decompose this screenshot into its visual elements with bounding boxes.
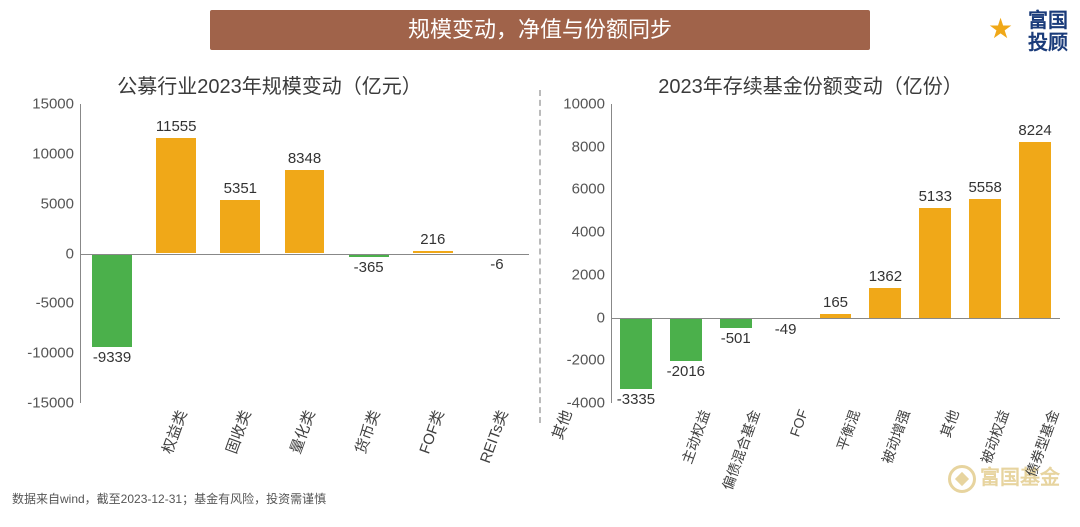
charts-row: 公募行业2023年规模变动（亿元） -9339 11555 5351 8348 -365… — [0, 60, 1080, 483]
x-tick-label: REITs类 — [452, 407, 513, 527]
y-tick-label: -2000 — [567, 352, 611, 369]
star-icon: ★ — [988, 12, 1013, 45]
bar-value-label: -6 — [490, 256, 503, 273]
bar-value-label: 216 — [420, 231, 445, 248]
bar-value-label: 5351 — [224, 180, 257, 197]
y-tick-label: -15000 — [27, 395, 80, 412]
bar-value-label: -49 — [775, 321, 797, 338]
y-tick-label: 0 — [597, 309, 611, 326]
y-tick-label: 0 — [66, 245, 80, 262]
y-tick-label: 8000 — [572, 138, 611, 155]
footnote-text: 数据来自wind，截至2023-12-31；基金有风险，投资需谨慎 — [12, 490, 326, 507]
x-tick-label: 权益类 — [131, 407, 192, 527]
x-tick-label: 偏债混合基金 — [705, 407, 765, 527]
x-tick-label: 量化类 — [259, 407, 320, 527]
y-tick-label: -5000 — [36, 295, 80, 312]
left-xticks: 权益类固收类量化类货币类FOF类REITs类其他 — [80, 403, 529, 483]
y-tick-label: 6000 — [572, 181, 611, 198]
bar-value-label: 165 — [823, 294, 848, 311]
bar-value-label: 5558 — [968, 179, 1001, 196]
bar-value-label: 11555 — [156, 118, 197, 135]
right-chart-title: 2023年存续基金份额变动（亿份） — [551, 70, 1070, 104]
left-chart-plot: -93391155553518348-365216-6 权益类固收类量化类货币类… — [80, 104, 529, 403]
y-tick-label: -10000 — [27, 345, 80, 362]
x-tick-label: 主动权益 — [655, 407, 715, 527]
y-tick-label: 15000 — [32, 96, 80, 113]
bar-value-label: -2016 — [667, 363, 705, 380]
bar — [220, 200, 260, 253]
x-tick-label: 其他 — [904, 407, 964, 527]
bar — [670, 318, 702, 361]
chart-banner-title: 规模变动，净值与份额同步 — [210, 10, 870, 50]
bar-value-label: -501 — [721, 330, 751, 347]
y-tick-label: 5000 — [41, 195, 80, 212]
left-chart-title: 公募行业2023年规模变动（亿元） — [10, 70, 529, 104]
bar-value-label: 5133 — [919, 188, 952, 205]
bar-value-label: 8224 — [1018, 122, 1051, 139]
bar-value-label: -365 — [354, 259, 384, 276]
y-tick-label: -4000 — [567, 395, 611, 412]
bar — [285, 170, 325, 253]
y-tick-label: 10000 — [32, 145, 80, 162]
x-tick-label: 被动增强 — [854, 407, 914, 527]
bar — [869, 288, 901, 317]
x-tick-label: 平衡混 — [805, 407, 865, 527]
left-chart: 公募行业2023年规模变动（亿元） -9339 11555 5351 8348 -365… — [0, 60, 539, 483]
bar-value-label: 8348 — [288, 150, 321, 167]
bar — [1019, 142, 1051, 318]
y-tick-label: 10000 — [563, 96, 611, 113]
x-tick-label: 固收类 — [195, 407, 256, 527]
x-tick-label: 债券型基金 — [1004, 407, 1064, 527]
brand-logo-top: ★ 富国 投顾 — [998, 4, 1068, 48]
right-chart-plot: -3335-2016-501-491651362513355588224 主动权… — [611, 104, 1060, 403]
bar — [92, 254, 132, 347]
x-tick-label: FOF — [755, 407, 811, 525]
x-tick-label: FOF类 — [388, 407, 449, 527]
right-chart: 2023年存续基金份额变动（亿份） -3335-2016-501-4916513… — [541, 60, 1080, 483]
bar — [919, 208, 951, 318]
x-tick-label: 货币类 — [323, 407, 384, 527]
right-bars: -3335-2016-501-491651362513355588224 — [611, 104, 1060, 403]
y-tick-label: 4000 — [572, 224, 611, 241]
y-tick-label: 2000 — [572, 266, 611, 283]
logo-line2: 投顾 — [1028, 26, 1068, 55]
bar-value-label: 1362 — [869, 268, 902, 285]
right-xticks: 主动权益偏债混合基金FOF平衡混被动增强其他被动权益债券型基金货币基金 — [611, 403, 1060, 483]
bar — [969, 199, 1001, 318]
zero-line — [80, 254, 529, 255]
bar-value-label: -9339 — [93, 349, 131, 366]
x-tick-label: 被动权益 — [954, 407, 1014, 527]
bar — [620, 318, 652, 389]
bar — [156, 138, 196, 253]
zero-line — [611, 318, 1060, 319]
bar — [720, 318, 752, 329]
